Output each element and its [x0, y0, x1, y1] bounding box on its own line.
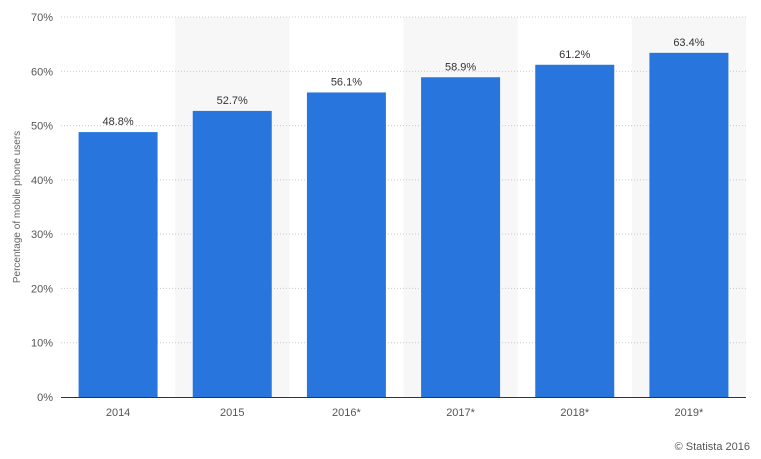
- x-tick-label: 2016*: [332, 407, 361, 419]
- bar-2016: [306, 92, 386, 397]
- y-axis-ticks: 0% 10% 20% 30% 40% 50% 60% 70%: [31, 12, 53, 404]
- data-label: 61.2%: [559, 49, 590, 61]
- y-tick-label: 10%: [31, 338, 53, 350]
- x-tick-label: 2018*: [560, 407, 589, 419]
- data-label: 48.8%: [102, 116, 133, 128]
- data-label: 56.1%: [331, 76, 362, 88]
- data-label: 58.9%: [445, 61, 476, 73]
- y-tick-label: 50%: [31, 121, 53, 133]
- y-tick-label: 40%: [31, 175, 53, 187]
- bars: [78, 52, 729, 398]
- bar-2015: [192, 110, 272, 398]
- data-label: 52.7%: [217, 95, 248, 107]
- gridlines: [61, 16, 746, 344]
- bar-2017: [421, 77, 501, 397]
- y-tick-label: 0%: [37, 392, 53, 404]
- x-axis-ticks: 2014 2015 2016* 2017* 2018* 2019*: [106, 407, 704, 419]
- y-tick-label: 60%: [31, 66, 53, 78]
- data-label: 63.4%: [673, 37, 704, 49]
- data-labels: 48.8% 52.7% 56.1% 58.9% 61.2% 63.4%: [102, 37, 704, 128]
- bar-2019: [649, 52, 729, 397]
- x-tick-label: 2014: [106, 407, 130, 419]
- x-tick-label: 2017*: [446, 407, 475, 419]
- y-tick-label: 30%: [31, 229, 53, 241]
- y-axis-title: Percentage of mobile phone users: [12, 131, 23, 283]
- bar-2018: [535, 64, 615, 398]
- statista-credit[interactable]: © Statista 2016: [674, 441, 750, 453]
- x-tick-label: 2019*: [675, 407, 704, 419]
- bar-2014: [78, 132, 158, 398]
- x-tick-label: 2015: [220, 407, 244, 419]
- y-tick-label: 20%: [31, 283, 53, 295]
- y-tick-label: 70%: [31, 12, 53, 24]
